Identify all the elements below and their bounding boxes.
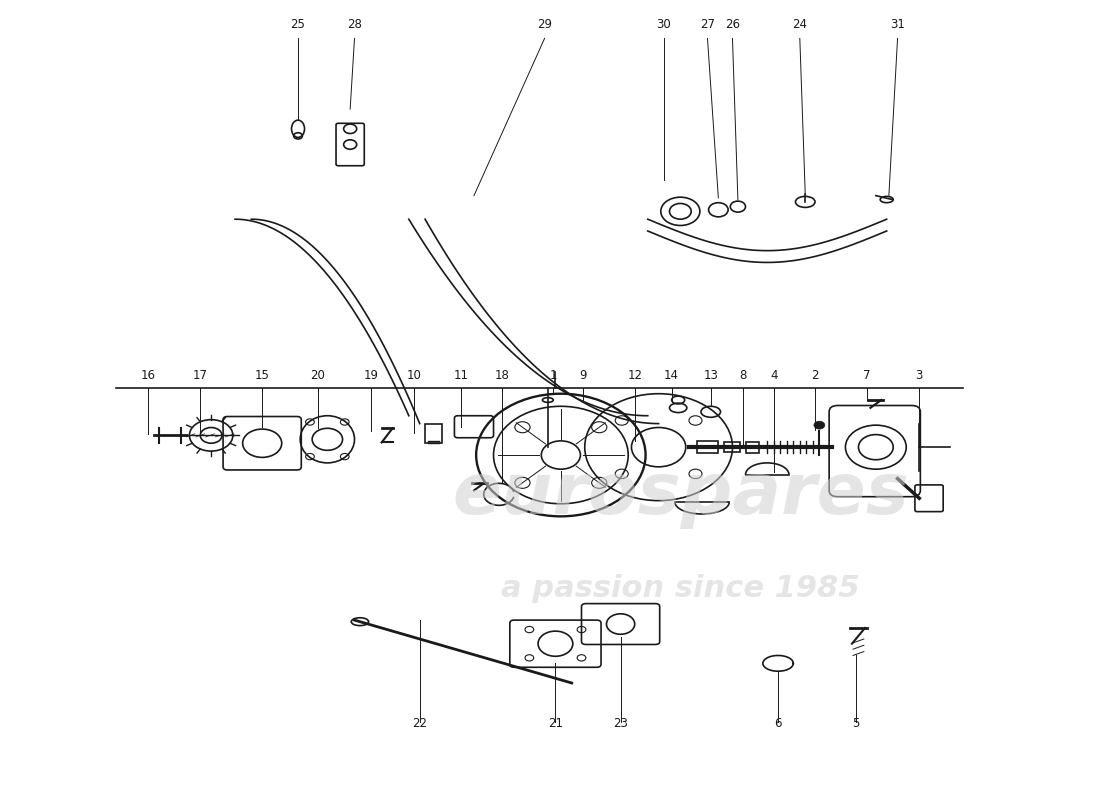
- Text: 15: 15: [255, 369, 270, 382]
- Text: 25: 25: [290, 18, 306, 30]
- Text: 6: 6: [774, 717, 782, 730]
- Text: 24: 24: [792, 18, 807, 30]
- Text: 20: 20: [310, 369, 324, 382]
- Text: 7: 7: [864, 369, 871, 382]
- Text: a passion since 1985: a passion since 1985: [500, 574, 859, 603]
- Text: 2: 2: [812, 369, 818, 382]
- Text: 23: 23: [613, 717, 628, 730]
- Bar: [724, 442, 740, 452]
- Text: 17: 17: [192, 369, 208, 382]
- Text: 26: 26: [725, 18, 740, 30]
- Bar: [696, 441, 718, 454]
- Text: 30: 30: [657, 18, 671, 30]
- Text: 4: 4: [770, 369, 778, 382]
- Text: 28: 28: [348, 18, 362, 30]
- Text: 1: 1: [550, 369, 557, 382]
- Text: 31: 31: [890, 18, 905, 30]
- Text: 11: 11: [453, 369, 469, 382]
- Text: 21: 21: [548, 717, 563, 730]
- Text: 22: 22: [412, 717, 427, 730]
- Text: 5: 5: [852, 717, 860, 730]
- Text: 27: 27: [700, 18, 715, 30]
- Text: 10: 10: [407, 369, 421, 382]
- Text: 9: 9: [579, 369, 586, 382]
- Text: 18: 18: [495, 369, 509, 382]
- Text: 19: 19: [363, 369, 378, 382]
- Bar: [746, 442, 759, 453]
- Text: 3: 3: [915, 369, 923, 382]
- Text: eurospares: eurospares: [452, 460, 909, 529]
- Text: 16: 16: [141, 369, 155, 382]
- Bar: [425, 423, 442, 443]
- Text: 14: 14: [664, 369, 679, 382]
- Text: 13: 13: [703, 369, 718, 382]
- Text: 29: 29: [537, 18, 552, 30]
- Circle shape: [814, 422, 825, 429]
- Text: 8: 8: [739, 369, 747, 382]
- Text: 12: 12: [627, 369, 642, 382]
